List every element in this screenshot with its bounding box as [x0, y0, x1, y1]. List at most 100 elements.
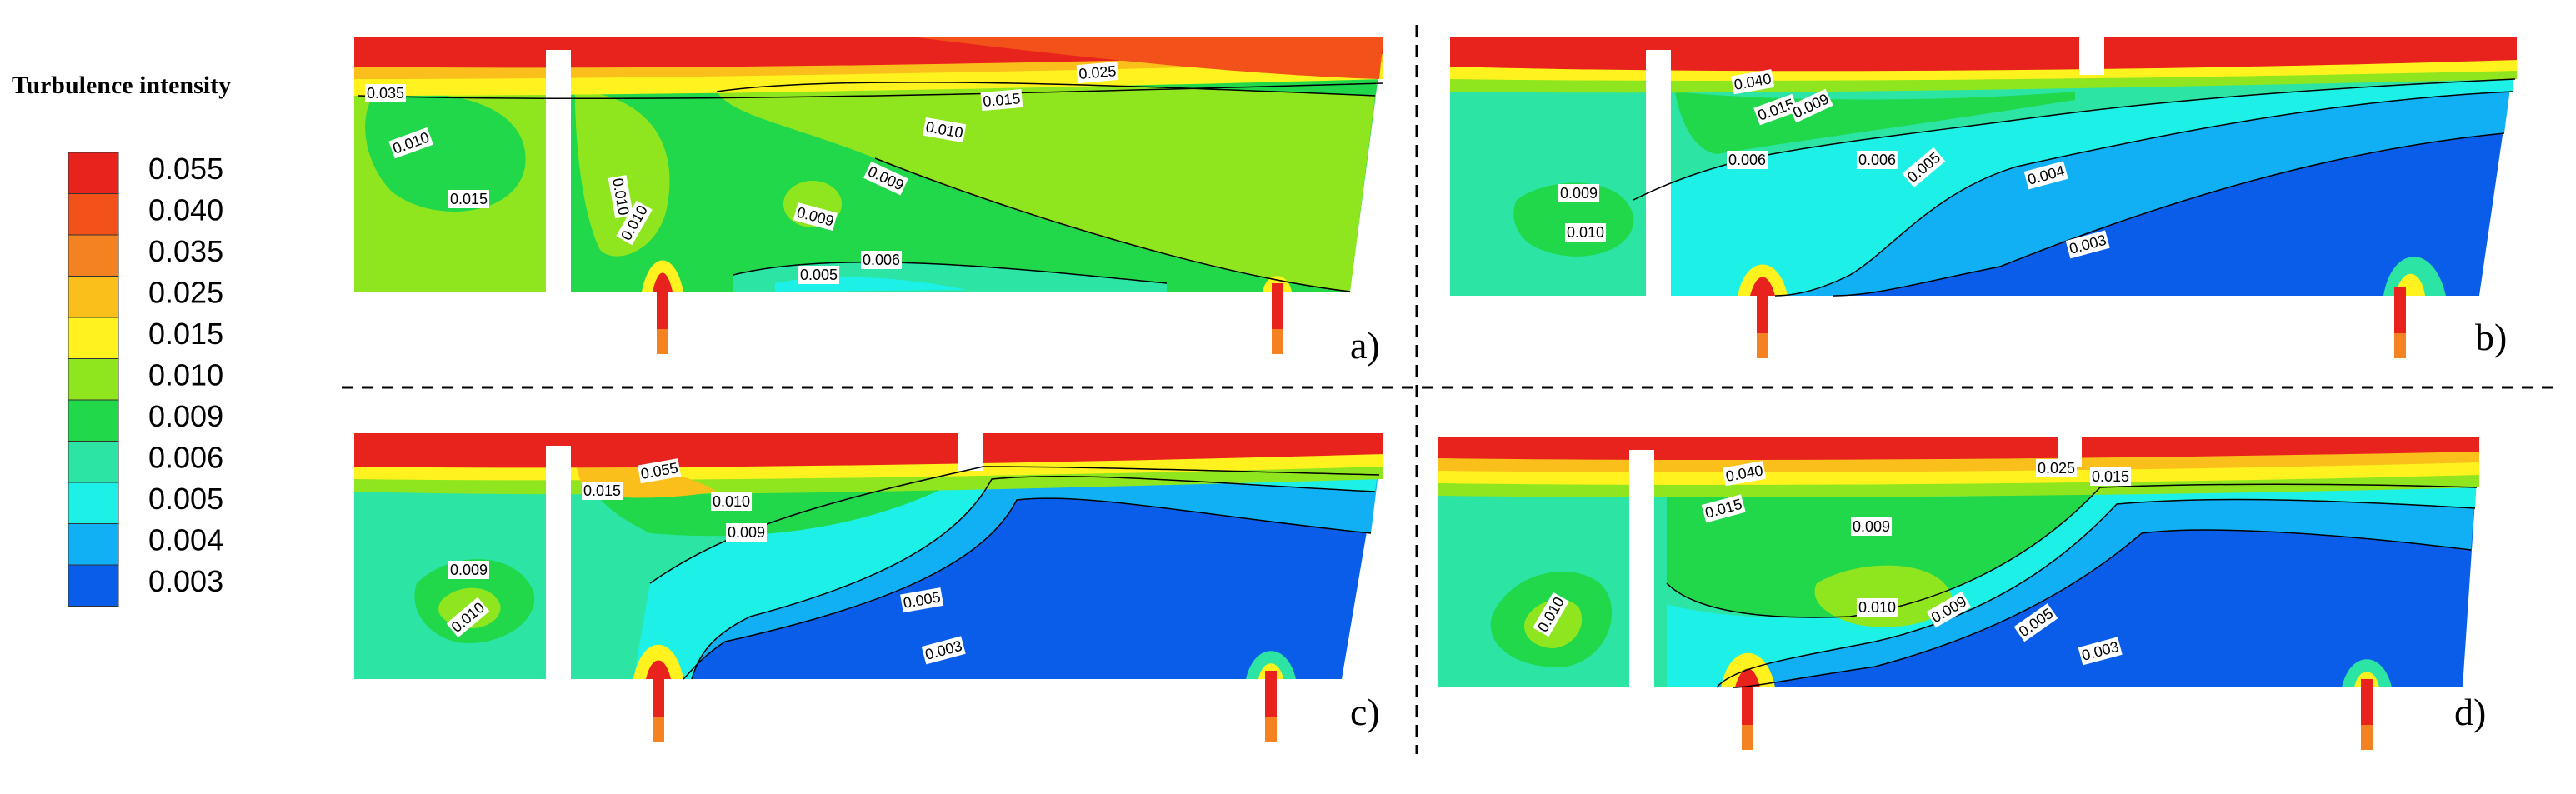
- legend-tick-labels: 0.055 0.040 0.035 0.025 0.015 0.010 0.009 0.006…: [148, 152, 223, 598]
- legend-swatches: [68, 152, 119, 607]
- legend-swatch: [68, 193, 119, 236]
- contour-label-background: [1731, 69, 1775, 95]
- contour-label-background: [863, 161, 908, 196]
- contour-label-text: 0.015: [983, 90, 1022, 110]
- panel-b-contour-2: [1774, 91, 2513, 297]
- legend-tick-label: 0.005: [148, 482, 223, 516]
- legend-swatch: [68, 523, 119, 566]
- panel-d-upper-green: [1667, 487, 2100, 617]
- panel-a-inlet-2-base: [1272, 329, 1283, 354]
- legend-tick-label: 0.035: [148, 234, 223, 268]
- contour-label-background: [1753, 93, 1798, 126]
- contour-label: 0.025: [2036, 459, 2078, 477]
- panel-a-contour-4: [733, 261, 1168, 284]
- contour-label-text: 0.006: [1728, 152, 1766, 168]
- contour-label-background: [1701, 494, 1746, 523]
- panel-c-contour-3: [683, 497, 1372, 680]
- contour-label-text: 0.015: [450, 191, 488, 207]
- panel-b-jet-1-core: [1750, 277, 1775, 296]
- contour-label-background: [1788, 88, 1833, 123]
- legend-swatch: [68, 441, 119, 483]
- contour-label-text: 0.009: [1853, 518, 1890, 535]
- contour-label: 0.015: [980, 88, 1023, 112]
- panel-a-band-red-orange: [917, 37, 1383, 79]
- panel-b-contour-1: [1633, 78, 2516, 201]
- panel-d-inlet-2-base: [2361, 725, 2373, 750]
- panel-a-wall: [546, 50, 571, 296]
- legend-tick-label: 0.010: [148, 358, 223, 392]
- panel-a-letter: a): [1350, 324, 1380, 367]
- legend-swatch: [68, 152, 119, 194]
- contour-label: 0.015: [582, 482, 623, 500]
- legend-tick-label: 0.015: [148, 317, 223, 351]
- contour-label: 0.005: [798, 266, 840, 284]
- contour-label-background: [616, 200, 653, 246]
- legend-tick-label: 0.055: [148, 152, 223, 186]
- contour-label-text: 0.009: [1560, 185, 1598, 202]
- contour-label-background: [921, 636, 966, 665]
- legend-tick-label: 0.006: [148, 441, 223, 475]
- panel-a-contour-1: [358, 82, 1384, 100]
- contour-label: 0.009: [448, 561, 490, 579]
- contour-label-background: [582, 482, 623, 500]
- contour-label-text: 0.035: [367, 85, 404, 102]
- panel-a-upper-region: [717, 82, 1375, 292]
- legend-swatch: [68, 482, 119, 524]
- legend-tick-label: 0.004: [148, 523, 223, 557]
- panel-a-contour-3: [874, 157, 1351, 292]
- contour-label-background: [608, 175, 633, 219]
- panel-d-letter: d): [2454, 691, 2486, 733]
- contour-label: 0.015: [448, 190, 490, 208]
- legend-swatch: [68, 358, 119, 401]
- contour-label: 0.009: [1851, 517, 1893, 536]
- panel-c-contour-2: [691, 475, 1376, 680]
- contour-label-background: [2065, 230, 2110, 259]
- contour-label-background: [1565, 223, 1607, 242]
- legend-swatch: [68, 234, 119, 277]
- contour-label-background: [861, 251, 903, 269]
- contour-label: 0.010: [1857, 598, 1898, 617]
- legend-tick-label: 0.025: [148, 276, 223, 310]
- panel-c-letter: c): [1350, 691, 1380, 733]
- legend-tick-label: 0.003: [148, 564, 223, 598]
- contour-label-background: [726, 523, 768, 542]
- contour-label-background: [388, 127, 433, 159]
- legend-title: Turbulence intensity: [12, 72, 231, 99]
- contour-label-text: 0.010: [713, 493, 750, 510]
- contour-label-background: [448, 190, 490, 208]
- contour-label-text: 0.006: [1858, 152, 1896, 168]
- panel-a-left-core: [365, 93, 526, 212]
- panel-d-band-red: [1438, 437, 2479, 461]
- contour-label-text: 0.010: [1858, 599, 1896, 616]
- contour-label-background: [448, 561, 490, 579]
- contour-label-background: [1533, 592, 1569, 637]
- panel-d-contour-3: [1733, 529, 2472, 688]
- panel-d-center-core: [1814, 565, 1952, 627]
- legend-swatch: [68, 564, 119, 607]
- panel-b-inlet-2-base: [2394, 333, 2406, 358]
- contour-label-background: [1926, 591, 1972, 628]
- contour-label: 0.015: [2090, 467, 2132, 486]
- panel-d-contour-2: [1716, 498, 2476, 688]
- legend-swatch: [68, 317, 119, 359]
- contour-label-text: 0.009: [728, 524, 765, 541]
- contour-label-background: [2090, 467, 2132, 486]
- contour-label-background: [2023, 161, 2068, 190]
- contour-label-background: [365, 84, 407, 102]
- contour-label-background: [1851, 517, 1893, 536]
- contour-label-background: [980, 88, 1023, 112]
- panel-d-inlet-1-base: [1742, 725, 1753, 750]
- contour-label-text: 0.025: [2038, 460, 2075, 477]
- contour-label: 0.010: [1565, 223, 1607, 242]
- contour-label-background: [711, 492, 753, 511]
- contour-label: 0.010: [711, 492, 753, 511]
- legend-tick-label: 0.009: [148, 399, 223, 433]
- panel-d-jet-1-core: [1735, 668, 1760, 687]
- legend-swatch: [68, 276, 119, 318]
- contour-label-background: [1076, 61, 1119, 84]
- contour-label-background: [1857, 598, 1898, 617]
